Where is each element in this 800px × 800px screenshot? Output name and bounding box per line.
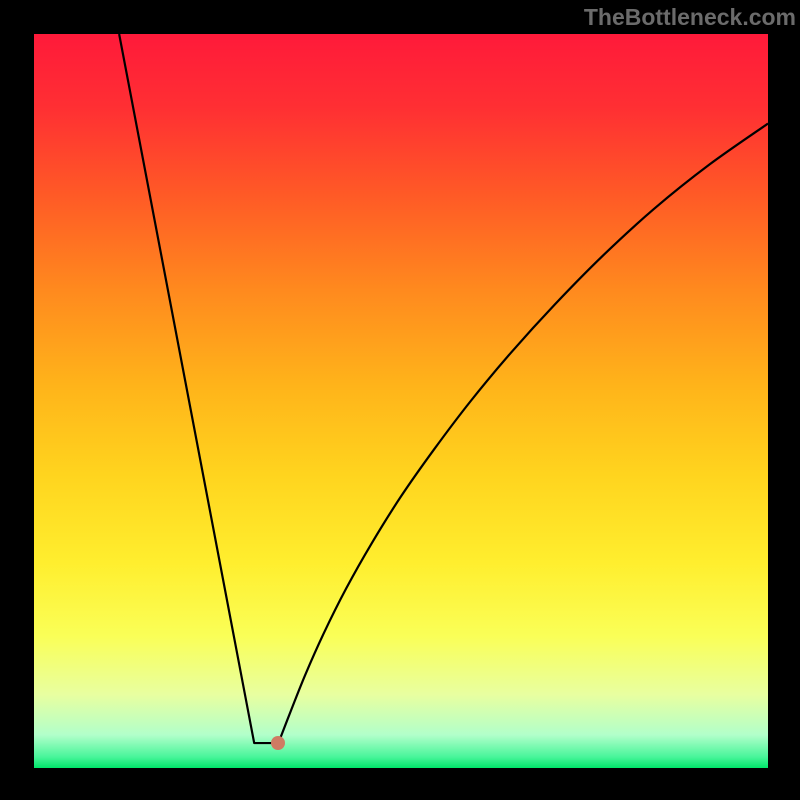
- bottleneck-curve: [34, 34, 768, 768]
- watermark-text: TheBottleneck.com: [584, 4, 796, 31]
- curve-path: [119, 34, 768, 745]
